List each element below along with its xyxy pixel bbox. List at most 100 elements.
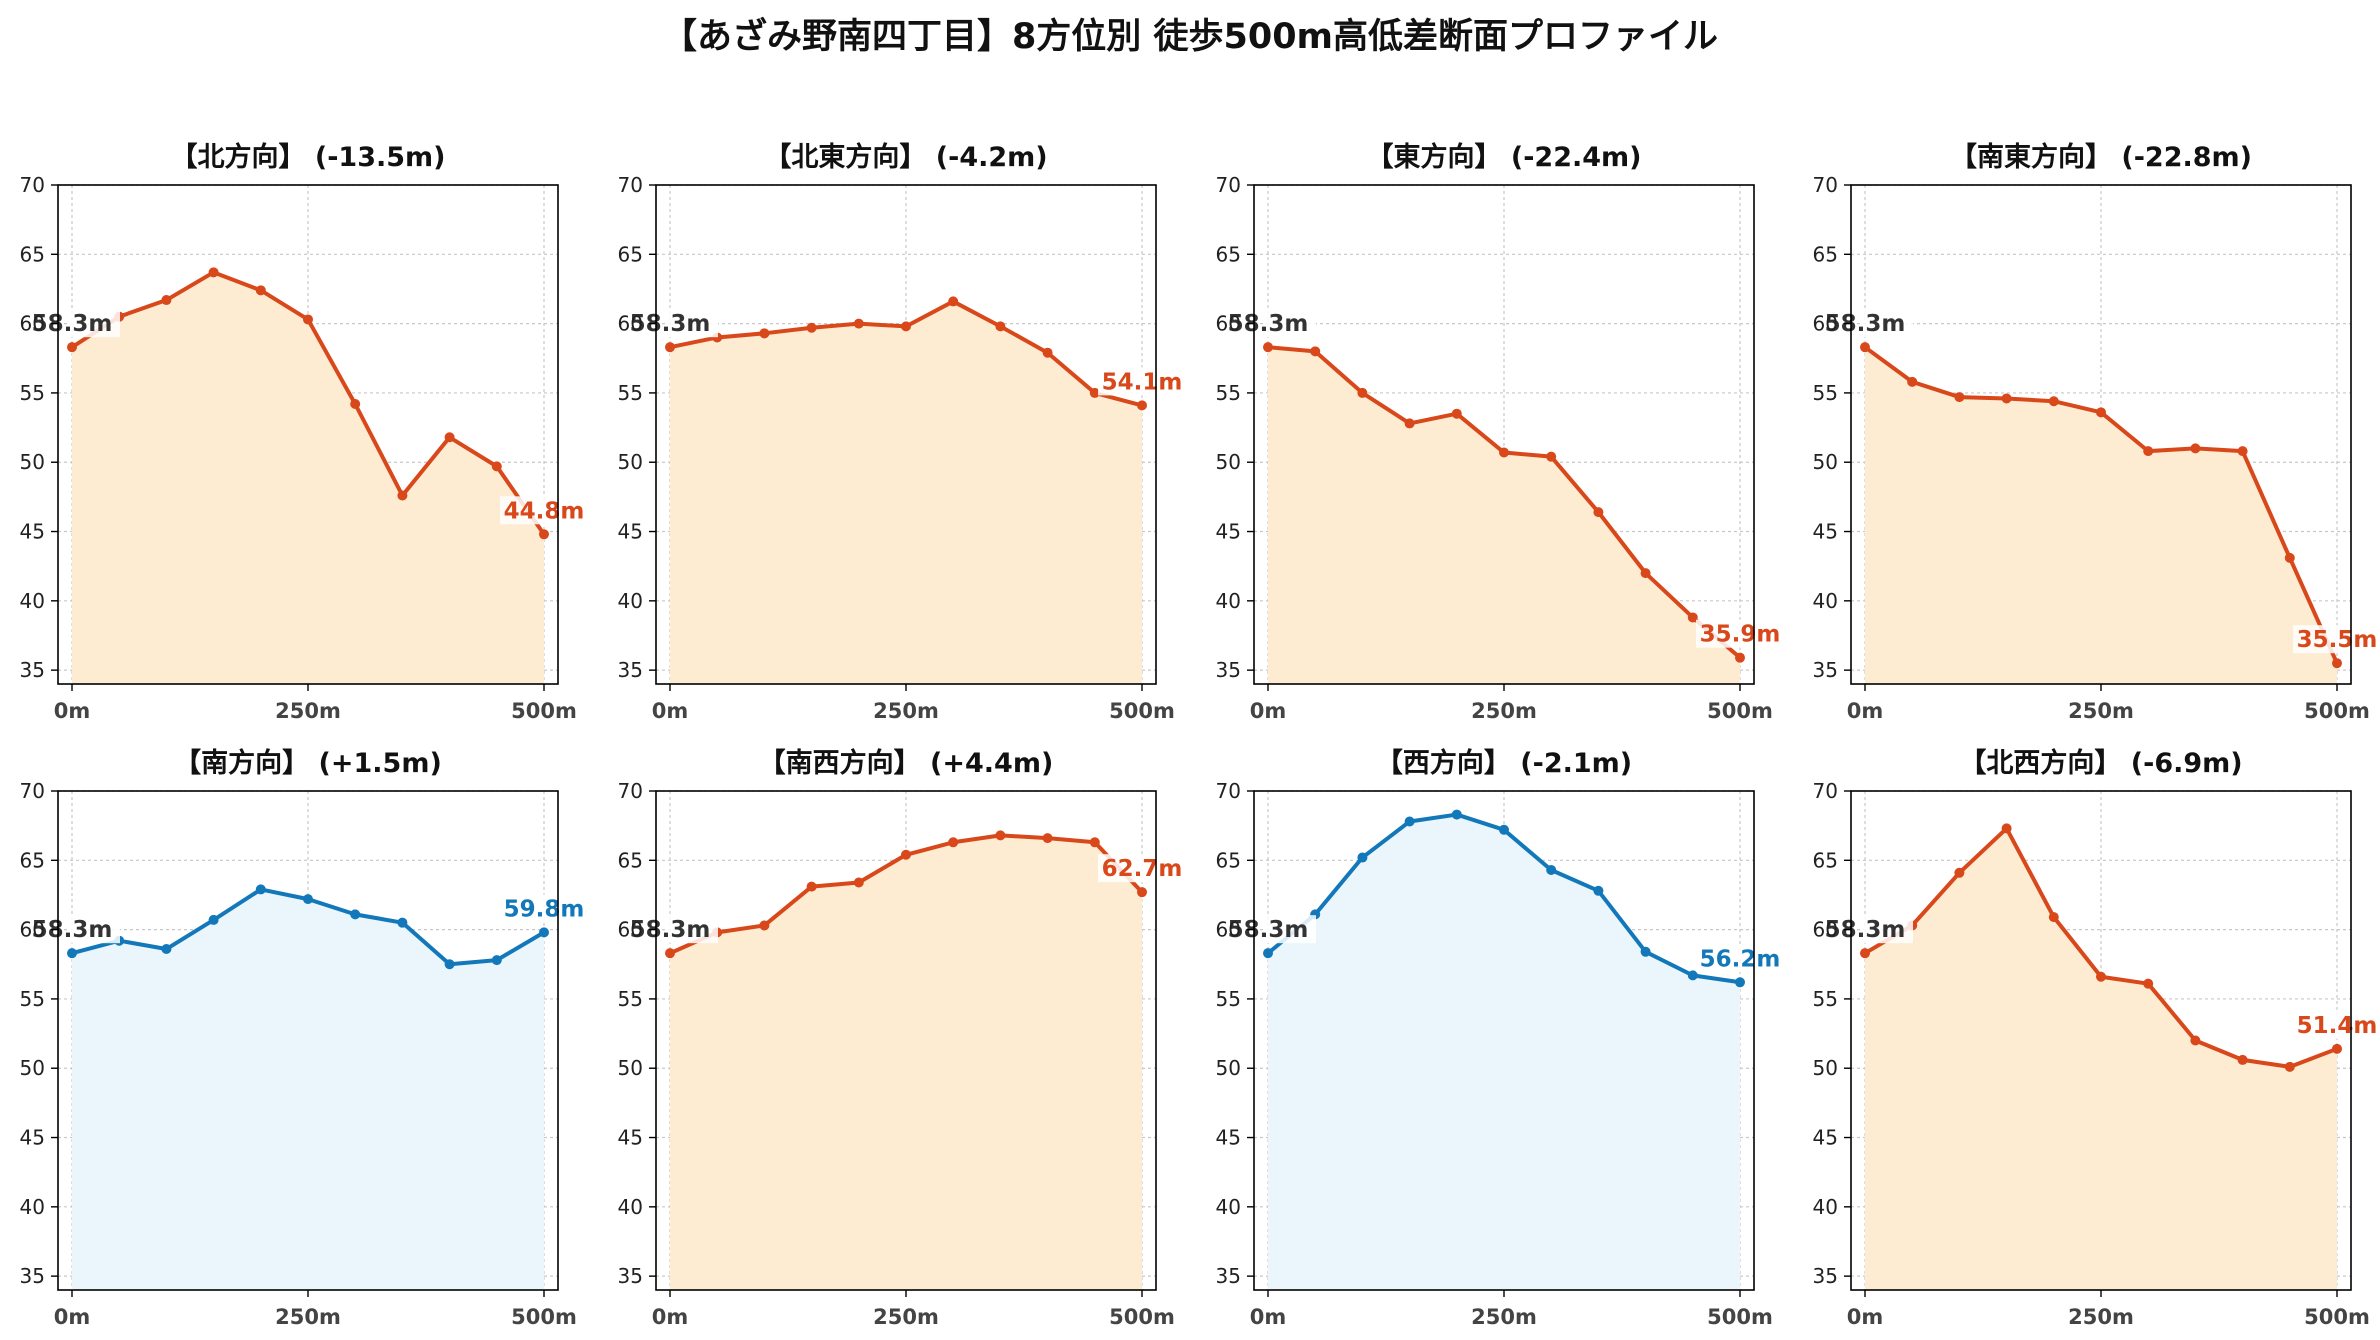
y-tick-label: 70 bbox=[1216, 779, 1241, 803]
data-point bbox=[995, 830, 1006, 841]
y-tick-label: 35 bbox=[1216, 658, 1241, 682]
data-point bbox=[397, 917, 408, 928]
y-tick-label: 35 bbox=[1813, 658, 1838, 682]
y-tick-label: 40 bbox=[20, 589, 45, 613]
x-tick-label: 250m bbox=[275, 1305, 341, 1329]
end-label: 44.8m bbox=[504, 498, 585, 524]
data-point bbox=[995, 321, 1006, 332]
data-point bbox=[1451, 408, 1462, 419]
start-label: 58.3m bbox=[1825, 311, 1906, 337]
y-tick-label: 70 bbox=[618, 173, 643, 197]
data-point bbox=[1089, 387, 1100, 398]
data-point bbox=[806, 881, 817, 892]
data-point bbox=[2237, 446, 2248, 457]
y-tick-label: 45 bbox=[1813, 1126, 1838, 1150]
start-label-bg bbox=[1266, 309, 1316, 338]
data-point bbox=[901, 849, 911, 860]
subplot-title: 【北方向】 (-13.5m) bbox=[170, 141, 445, 173]
data-point bbox=[1640, 946, 1651, 957]
x-tick-label: 0m bbox=[54, 699, 91, 723]
data-point bbox=[255, 285, 266, 296]
data-point bbox=[665, 342, 675, 353]
subplot-4: 【南東方向】 (-22.8m) 58.3m 35.5m 35 40 45 50 55 60 65 7… bbox=[1813, 141, 2378, 723]
y-tick-label: 65 bbox=[20, 242, 45, 266]
start-label: 58.3m bbox=[630, 917, 711, 943]
y-tick-label: 35 bbox=[20, 658, 45, 682]
data-point bbox=[2048, 912, 2059, 923]
data-point bbox=[759, 328, 770, 339]
y-tick-label: 70 bbox=[1813, 779, 1838, 803]
data-point bbox=[2190, 443, 2201, 454]
y-tick-label: 50 bbox=[1813, 450, 1838, 474]
area-fill bbox=[1268, 814, 1740, 1290]
y-tick-label: 70 bbox=[618, 779, 643, 803]
start-label-bg bbox=[1863, 915, 1913, 944]
y-tick-label: 70 bbox=[1216, 173, 1241, 197]
data-point bbox=[1546, 865, 1557, 876]
y-tick-label: 60 bbox=[1216, 918, 1241, 942]
data-point bbox=[1954, 867, 1965, 878]
data-point bbox=[161, 295, 172, 306]
y-tick-label: 60 bbox=[1216, 312, 1241, 336]
x-tick-label: 500m bbox=[1707, 699, 1773, 723]
subplot-3: 【東方向】 (-22.4m) 58.3m 35.9m 35 40 45 50 55 60 65 70… bbox=[1216, 141, 1781, 723]
subplot-7: 【西方向】 (-2.1m) 58.3m 56.2m 35 40 45 50 55 60 65 70 0… bbox=[1216, 747, 1781, 1329]
x-tick-label: 250m bbox=[275, 699, 341, 723]
y-tick-label: 45 bbox=[20, 520, 45, 544]
data-point bbox=[759, 920, 770, 931]
data-point bbox=[67, 948, 77, 959]
y-tick-label: 50 bbox=[20, 1056, 45, 1080]
y-tick-label: 55 bbox=[1216, 987, 1241, 1011]
start-label-bg bbox=[668, 309, 718, 338]
end-label: 62.7m bbox=[1102, 856, 1183, 882]
data-point bbox=[539, 927, 549, 938]
data-point bbox=[1860, 342, 1870, 353]
area-fill bbox=[670, 301, 1142, 684]
subplot-title: 【北西方向】 (-6.9m) bbox=[1959, 747, 2242, 779]
data-point bbox=[2143, 978, 2154, 989]
end-label-bg bbox=[1098, 854, 1160, 883]
area-fill bbox=[670, 835, 1142, 1290]
x-tick-label: 0m bbox=[1847, 1305, 1884, 1329]
data-point bbox=[948, 837, 959, 848]
data-point bbox=[2332, 1043, 2342, 1054]
y-tick-label: 45 bbox=[20, 1126, 45, 1150]
data-point bbox=[1640, 568, 1651, 579]
x-tick-label: 0m bbox=[1250, 699, 1287, 723]
start-label-bg bbox=[668, 915, 718, 944]
y-tick-label: 40 bbox=[1813, 1195, 1838, 1219]
y-tick-label: 60 bbox=[618, 918, 643, 942]
y-tick-label: 55 bbox=[1813, 381, 1838, 405]
y-tick-label: 60 bbox=[618, 312, 643, 336]
y-tick-label: 55 bbox=[1813, 987, 1838, 1011]
data-point bbox=[1451, 809, 1462, 820]
data-point bbox=[901, 321, 911, 332]
data-point bbox=[350, 399, 361, 410]
x-tick-label: 500m bbox=[1707, 1305, 1773, 1329]
data-point bbox=[1499, 447, 1509, 458]
end-label-bg bbox=[1098, 367, 1160, 396]
y-tick-label: 55 bbox=[20, 381, 45, 405]
y-tick-label: 60 bbox=[1813, 312, 1838, 336]
subplot-title: 【南西方向】 (+4.4m) bbox=[759, 747, 1054, 779]
start-label-bg bbox=[70, 915, 120, 944]
data-point bbox=[806, 322, 817, 333]
data-point bbox=[444, 959, 455, 970]
y-tick-label: 55 bbox=[1216, 381, 1241, 405]
y-tick-label: 50 bbox=[1216, 450, 1241, 474]
data-point bbox=[1137, 400, 1147, 411]
data-point bbox=[303, 314, 313, 325]
data-point bbox=[491, 461, 502, 472]
data-point bbox=[1593, 885, 1604, 896]
area-fill bbox=[72, 889, 544, 1290]
y-tick-label: 40 bbox=[20, 1195, 45, 1219]
subplot-title: 【西方向】 (-2.1m) bbox=[1376, 747, 1632, 779]
y-tick-label: 65 bbox=[20, 848, 45, 872]
data-point bbox=[1357, 387, 1368, 398]
x-tick-label: 0m bbox=[652, 699, 689, 723]
subplot-title: 【南東方向】 (-22.8m) bbox=[1950, 141, 2252, 173]
y-tick-label: 70 bbox=[1813, 173, 1838, 197]
y-tick-label: 55 bbox=[20, 987, 45, 1011]
y-tick-label: 40 bbox=[1216, 1195, 1241, 1219]
end-label-bg bbox=[2293, 1010, 2355, 1039]
